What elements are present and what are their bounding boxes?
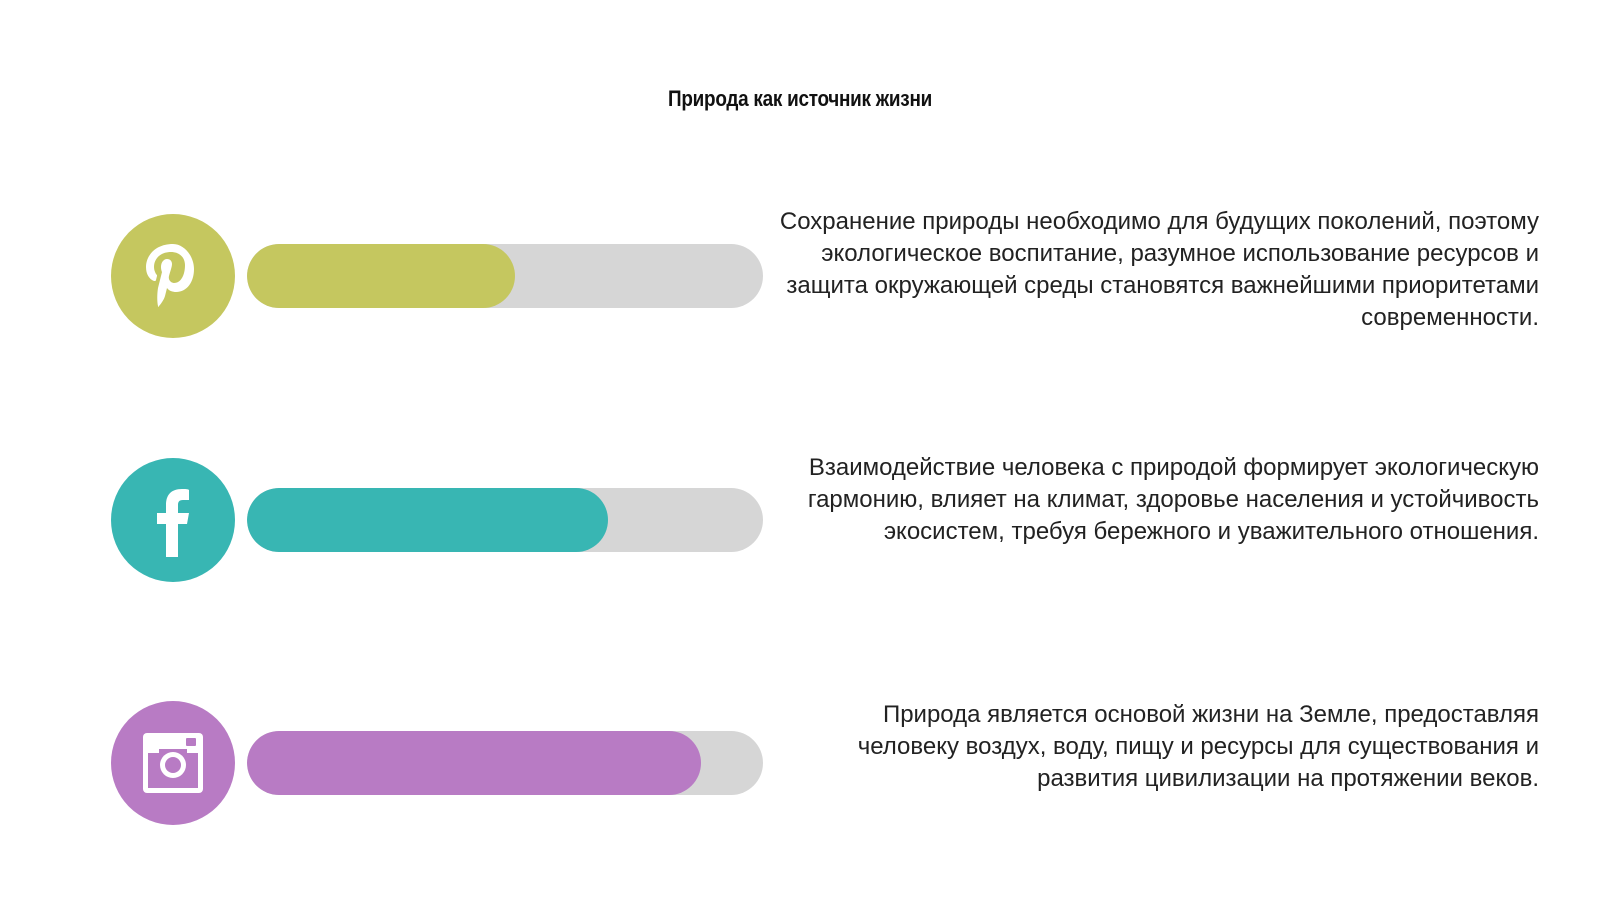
info-row-instagram: Природа является основой жизни на Земле,…: [0, 701, 1600, 825]
instagram-icon: [111, 701, 235, 825]
info-row-facebook: Взаимодействие человека с природой форми…: [0, 454, 1600, 582]
progress-fill: [247, 244, 516, 308]
progress-fill: [247, 488, 609, 552]
pinterest-icon: [111, 214, 235, 338]
facebook-icon: [111, 458, 235, 582]
row-description: Сохранение природы необходимо для будущи…: [779, 208, 1539, 331]
row-description: Взаимодействие человека с природой форми…: [807, 454, 1539, 545]
slide-title: Природа как источник жизни: [668, 86, 932, 111]
progress-track: [247, 244, 763, 308]
progress-track: [247, 731, 763, 795]
info-row-pinterest: Сохранение природы необходимо для будущи…: [0, 208, 1600, 338]
progress-track: [247, 488, 763, 552]
row-description: Природа является основой жизни на Земле,…: [857, 701, 1539, 792]
progress-fill: [247, 731, 702, 795]
